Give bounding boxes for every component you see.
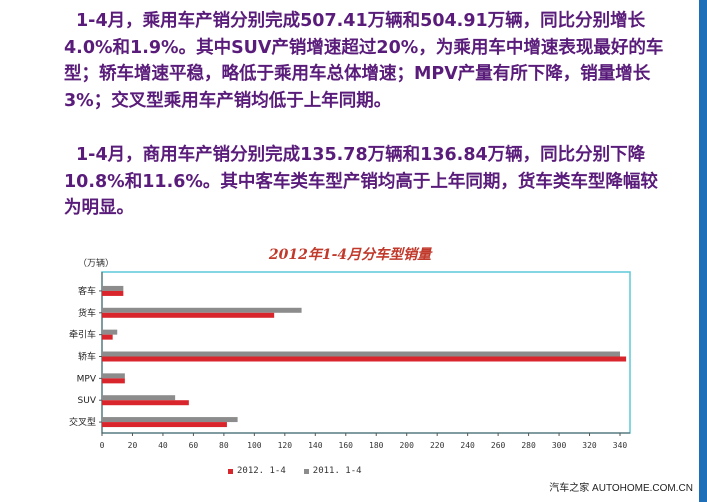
chart-legend: 2012. 1-4 2011. 1-4 [228,466,362,476]
bar-2012-6 [102,422,227,428]
category-label-6: 交叉型 [69,416,96,428]
category-label-5: SUV [78,396,97,406]
bar-2011-0 [102,285,124,291]
legend-item-2012: 2012. 1-4 [228,466,286,476]
bar-2011-6 [102,417,238,423]
x-tick-label-14: 280 [521,441,536,450]
x-tick-label-1: 20 [128,441,138,450]
x-tick-label-10: 200 [399,441,414,450]
bar-2011-5 [102,395,176,401]
paragraph-commercial-vehicles: 1-4月，商用车产销分别完成135.78万辆和136.84万辆，同比分别下降10… [64,145,658,218]
x-tick-label-6: 120 [278,441,293,450]
bar-2012-0 [102,290,124,296]
x-tick-label-5: 100 [247,441,262,450]
chart-title: 2012年1-4月分车型销量 [268,247,432,263]
x-tick-label-9: 180 [369,441,384,450]
legend-label-2011: 2011. 1-4 [312,466,362,476]
legend-label-2012: 2012. 1-4 [237,466,286,476]
x-tick-label-7: 140 [308,441,323,450]
bar-2011-2 [102,329,118,335]
legend-swatch-2011 [303,468,309,474]
legend-swatch-2012 [228,468,233,474]
unit-label: （万辆） [78,259,115,269]
bar-2012-4 [102,378,125,384]
category-label-0: 客车 [78,285,96,297]
x-tick-label-2: 40 [158,441,168,450]
slide-right-border [699,0,707,502]
x-tick-label-17: 340 [613,441,628,450]
x-tick-label-13: 260 [491,441,506,450]
category-label-1: 货车 [78,307,96,319]
bar-2012-5 [102,400,189,406]
category-label-4: MPV [77,374,97,384]
x-tick-label-0: 0 [100,441,105,450]
watermark: 汽车之家 AUTOHOME.COM.CN [549,483,693,494]
x-tick-label-16: 320 [582,441,597,450]
x-tick-label-11: 220 [430,441,445,450]
x-tick-label-12: 240 [460,441,475,450]
x-tick-label-8: 160 [339,441,354,450]
x-tick-label-3: 60 [189,441,199,450]
x-tick-label-4: 80 [219,441,229,450]
bar-2012-2 [102,334,113,340]
bar-2011-3 [102,351,620,357]
bar-2012-3 [102,356,627,362]
bar-2011-1 [102,307,302,313]
category-label-3: 轿车 [78,351,96,363]
legend-item-2011: 2011. 1-4 [303,466,362,476]
paragraph-passenger-cars: 1-4月，乘用车产销分别完成507.41万辆和504.91万辆，同比分别增长4.… [64,11,664,111]
category-label-2: 牵引车 [69,329,96,341]
bar-2012-1 [102,312,275,318]
x-tick-label-15: 300 [552,441,567,450]
bar-2011-4 [102,373,125,379]
